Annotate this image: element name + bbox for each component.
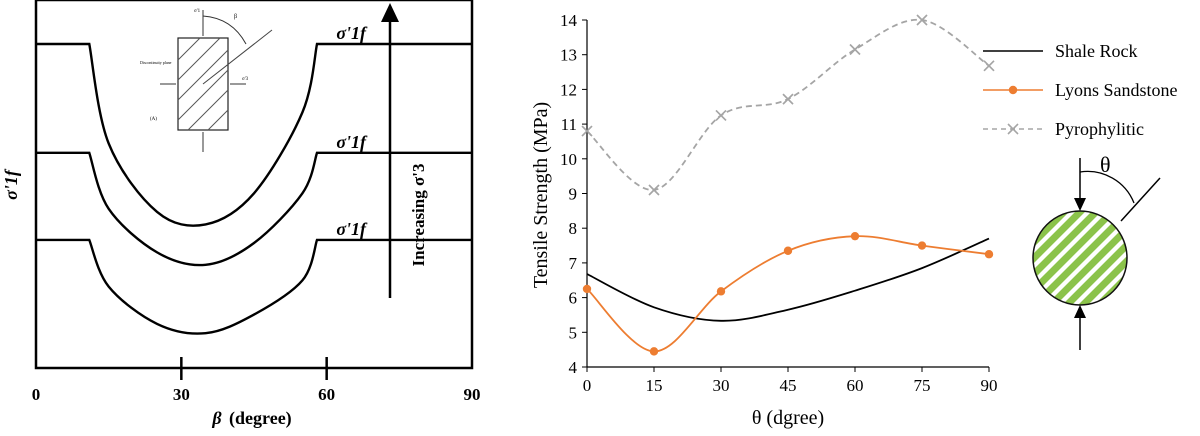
right-y-tick-label-6: 6 <box>569 289 578 308</box>
right-x-tick-label-90: 90 <box>981 376 998 395</box>
curve-label-3: σ'1f <box>336 219 368 239</box>
point-lyons-sandstone-60 <box>850 231 860 241</box>
disk-top-arrowhead <box>1074 198 1086 211</box>
series-line-pyrophylitic <box>586 18 990 191</box>
disk-bottom-arrowhead <box>1074 305 1086 318</box>
inset-beta-arc <box>202 15 247 45</box>
right-x-tick-label-60: 60 <box>847 376 864 395</box>
curve-label-2: σ'1f <box>336 132 368 152</box>
right-y-tick-label-9: 9 <box>569 185 578 204</box>
point-pyrophylitic-0 <box>581 125 593 137</box>
point-pyrophylitic-45 <box>782 93 794 105</box>
legend-marker-sandstone <box>1008 85 1018 95</box>
left-curve-2 <box>36 151 473 267</box>
left-x-tick-label-0: 0 <box>32 385 41 404</box>
point-pyrophylitic-75 <box>916 14 928 26</box>
right-x-tick-label-0: 0 <box>583 376 592 395</box>
right-x-tick-label-75: 75 <box>914 376 931 395</box>
left-x-ticks: 0 30 60 90 <box>32 357 481 404</box>
right-y-tick-label-12: 12 <box>560 80 577 99</box>
legend-marker-pyrophylitic <box>1007 123 1019 135</box>
beta-symbol: β <box>211 408 222 428</box>
left-curve-3 <box>36 238 473 335</box>
legend-label-sandstone: Lyons Sandstone <box>1055 80 1178 100</box>
right-y-tick-label-11: 11 <box>561 115 577 134</box>
right-y-tick-label-8: 8 <box>569 219 578 238</box>
point-lyons-sandstone-0 <box>582 284 592 294</box>
inset-label-sigma3: σ'3 <box>242 77 249 82</box>
left-x-tick-label-90: 90 <box>464 385 481 404</box>
inset-label-sigma1: σ'1 <box>194 9 201 14</box>
inset-label-beta: β <box>234 14 237 20</box>
right-x-tick-label-45: 45 <box>780 376 797 395</box>
inset-plane-line <box>202 29 273 85</box>
legend: Shale Rock Lyons Sandstone Pyrophylitic <box>983 41 1178 139</box>
right-y-tick-label-13: 13 <box>560 46 577 65</box>
point-lyons-sandstone-15 <box>649 347 659 356</box>
right-y-tick-label-7: 7 <box>569 254 578 273</box>
right-x-axis-label: θ (dgree) <box>752 407 824 429</box>
curve-label-1: σ'1f <box>336 23 368 43</box>
point-lyons-sandstone-90 <box>984 250 994 259</box>
inset-label-plane: Discontinuity plane <box>140 60 172 65</box>
point-lyons-sandstone-75 <box>917 241 927 250</box>
point-pyrophylitic-30 <box>715 109 727 122</box>
left-x-tick-label-60: 60 <box>318 385 335 404</box>
right-y-axis-label: Tensile Strength (MPa) <box>530 102 552 288</box>
x-unit: (degree) <box>229 408 292 429</box>
left-x-axis-label: β (degree) <box>211 408 291 429</box>
right-series <box>581 14 995 356</box>
point-lyons-sandstone-30 <box>716 287 726 296</box>
left-curve-1 <box>36 42 472 227</box>
left-curves: σ'1f σ'1f σ'1f <box>36 23 473 335</box>
point-pyrophylitic-60 <box>849 43 861 56</box>
disk-theta-arc <box>1079 170 1135 204</box>
series-line-shale-rock <box>586 237 990 322</box>
left-y-axis-label: σ'1f <box>1 168 21 200</box>
increasing-label: Increasing σ'3 <box>409 164 428 267</box>
right-y-tick-label-5: 5 <box>569 323 578 342</box>
right-y-tick-label-10: 10 <box>560 150 577 169</box>
right-y-tick-label-14: 14 <box>560 11 578 30</box>
inset-hatching <box>177 37 229 131</box>
increasing-arrowhead <box>381 3 399 22</box>
legend-label-shale: Shale Rock <box>1055 41 1138 61</box>
right-y-tick-label-4: 4 <box>569 358 578 377</box>
left-chart: σ'1f σ'1f σ'1f 0 30 60 90 Increasing σ'3 σ'1f… <box>1 0 481 429</box>
point-pyrophylitic-15 <box>648 184 660 196</box>
specimen-inset: σ'1 β Discontinuity plane σ'3 (A) <box>140 9 273 152</box>
right-x-tick-label-15: 15 <box>646 376 663 395</box>
left-plot-frame <box>34 0 474 370</box>
disk-plane-line <box>1120 177 1161 222</box>
disk-theta-label: θ <box>1100 152 1111 177</box>
point-lyons-sandstone-45 <box>783 246 793 255</box>
inset-label-a: (A) <box>150 117 157 122</box>
point-pyrophylitic-90 <box>983 60 995 72</box>
disk-diagram: θ <box>1032 152 1161 350</box>
left-x-tick-label-30: 30 <box>173 385 190 404</box>
right-x-tick-label-30: 30 <box>713 376 730 395</box>
legend-label-pyrophylitic: Pyrophylitic <box>1055 119 1144 139</box>
